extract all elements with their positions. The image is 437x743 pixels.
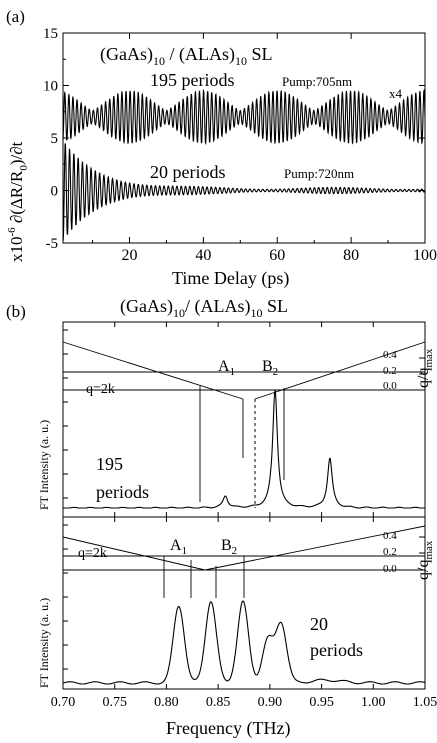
label-20-b-line1: 20 <box>310 614 328 634</box>
panel-a-label: (a) <box>6 7 25 26</box>
lower-y2-tick-04: 0.4 <box>383 530 397 542</box>
label-195-periods: 195 periods <box>150 70 235 90</box>
spectrum-195-periods <box>63 390 425 509</box>
xtick-b-label: 0.80 <box>154 695 179 710</box>
label-pump-720: Pump:720nm <box>284 166 354 181</box>
lower-ylabel: FT Intensity (a. u.) <box>37 598 51 688</box>
label-q2k-upper: q=2k <box>86 382 115 397</box>
panel-b-ticks: 0.70 0.75 0.80 0.85 0.90 0.95 1.00 1.05 <box>51 322 437 710</box>
xtick-b-label: 0.85 <box>206 695 231 710</box>
label-b2-upper: B2 <box>262 358 278 378</box>
panel-a-ylabel: x10-6 ∂(ΔR/R0)/∂t <box>6 141 30 262</box>
label-20-b-line2: periods <box>310 640 363 660</box>
upper-y2-tick-00: 0.0 <box>383 380 397 392</box>
xtick-a-label-100: 100 <box>413 247 437 264</box>
upper-branch-right <box>254 341 426 400</box>
xtick-b-label: 0.90 <box>258 695 283 710</box>
panel-b-xlabel: Frequency (THz) <box>166 718 290 739</box>
label-q2k-lower: q=2k <box>78 546 107 561</box>
ytick-a-label-5: 5 <box>51 131 59 147</box>
panel-b-label: (b) <box>6 302 26 321</box>
xtick-a-label-80: 80 <box>343 247 359 264</box>
panel-a-title: (GaAs)10 / (ALAs)10 SL <box>100 44 273 68</box>
lower-y2-tick-00: 0.0 <box>383 563 397 575</box>
panel-a-xlabel: Time Delay (ps) <box>172 268 289 289</box>
xtick-a-label-20: 20 <box>121 247 137 264</box>
xtick-b-label: 1.05 <box>413 695 437 710</box>
xtick-a-label-60: 60 <box>269 247 285 264</box>
panel-a-ticks: 20 40 60 80 100 -5 0 5 10 15 <box>43 26 437 264</box>
label-195-b-line2: periods <box>96 482 149 502</box>
label-a1-lower: A1 <box>170 537 187 557</box>
label-x4: x4 <box>389 86 403 101</box>
label-a1-upper: A1 <box>218 358 235 378</box>
upper-y2-tick-04: 0.4 <box>383 349 397 361</box>
xtick-b-label: 0.70 <box>51 695 76 710</box>
ytick-a-label-15: 15 <box>43 26 58 42</box>
xtick-a-label-40: 40 <box>195 247 211 264</box>
label-195-b-line1: 195 <box>96 454 123 474</box>
panel-b-title: (GaAs)10/ (ALAs)10 SL <box>120 296 288 320</box>
xtick-b-label: 1.00 <box>361 695 386 710</box>
lower-y2-label: q/qmax <box>415 540 435 580</box>
panel-b-lower-frame <box>62 516 426 690</box>
lower-branch-left <box>62 536 206 571</box>
upper-ylabel: FT Intensity (a. u.) <box>37 420 51 510</box>
label-pump-705: Pump:705nm <box>282 74 352 89</box>
lower-branch-right <box>204 525 426 571</box>
xtick-b-label: 0.75 <box>102 695 127 710</box>
xtick-b-label: 0.95 <box>309 695 334 710</box>
trace-195-periods <box>62 88 426 146</box>
lower-y2-tick-02: 0.2 <box>383 546 397 558</box>
ytick-a-label-10: 10 <box>43 79 58 95</box>
ytick-a-label-0: 0 <box>51 184 59 200</box>
spectrum-20-periods <box>62 600 426 685</box>
ytick-a-label--5: -5 <box>46 236 59 252</box>
upper-branch-left <box>62 341 244 400</box>
label-b2-lower: B2 <box>221 537 237 557</box>
upper-y2-label: q/qmax <box>415 348 435 388</box>
label-20-periods: 20 periods <box>150 162 226 182</box>
trace-20-periods <box>62 143 426 241</box>
upper-y2-tick-02: 0.2 <box>383 365 397 377</box>
